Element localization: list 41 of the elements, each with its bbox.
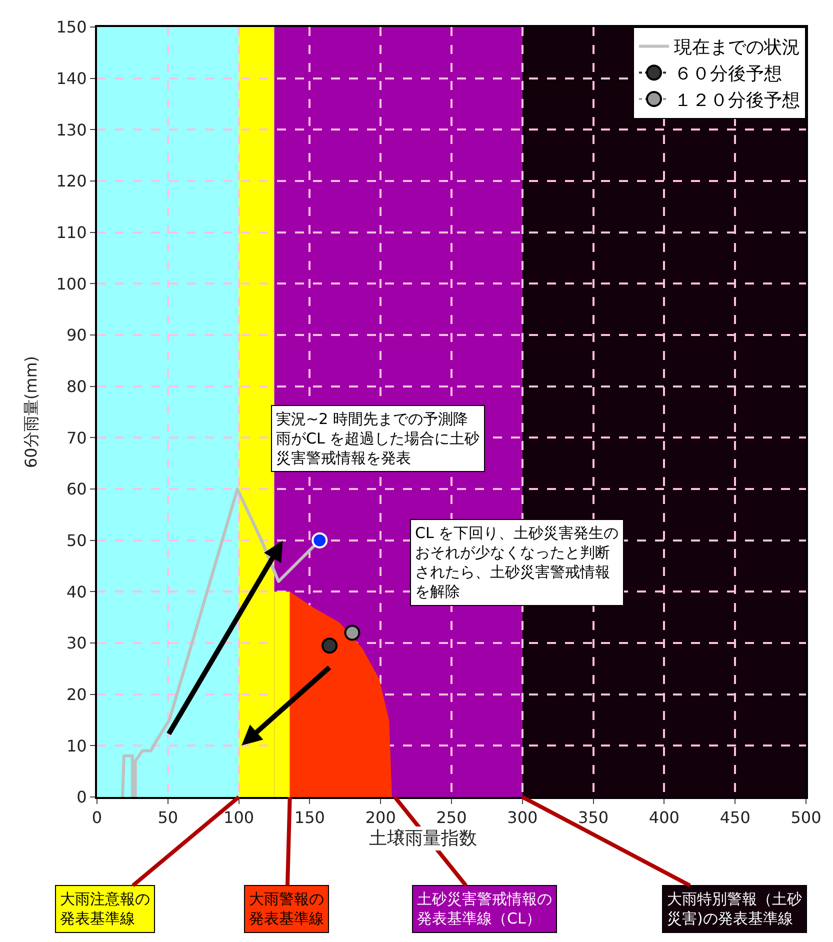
legend-label: １２０分後予想 <box>674 90 800 112</box>
annotation: CL を下回り、土砂災害発生のおそれが少なくなったと判断されたら、土砂災害警戒情報を解除 <box>415 524 619 600</box>
y-tick-label: 70 <box>66 428 87 448</box>
x-tick-label: 400 <box>648 808 680 828</box>
y-tick-label: 120 <box>56 172 87 191</box>
x-tick-label: 300 <box>507 808 538 828</box>
y-tick-label: 110 <box>56 222 87 242</box>
y-tick-label: 50 <box>66 530 87 550</box>
y-tick-label: 30 <box>66 634 87 653</box>
y-tick-label: 0 <box>76 788 87 807</box>
y-tick-label: 40 <box>66 582 87 602</box>
annotation: 大雨警報の発表基準線 <box>249 890 324 928</box>
legend-label: ６０分後予想 <box>674 64 782 85</box>
point <box>312 532 328 548</box>
annotation: 土砂災害警戒情報の発表基準線（CL） <box>417 890 552 928</box>
y-tick-label: 150 <box>56 18 87 37</box>
x-tick-label: 200 <box>365 808 396 828</box>
x-tick-label: 500 <box>790 808 822 828</box>
x-axis-title: 土壌雨量指数 <box>369 828 477 849</box>
y-tick-label: 140 <box>56 68 87 88</box>
annotation: 大雨特別警報（土砂災害)の発表基準線 <box>667 890 802 928</box>
y-tick-label: 60 <box>66 480 87 499</box>
x-tick-label: 50 <box>158 808 178 828</box>
y-tick-label: 130 <box>56 120 87 140</box>
point <box>344 624 360 641</box>
x-tick-label: 100 <box>224 808 254 828</box>
legend-label: 現在までの状況 <box>674 37 800 58</box>
annotation: 実況~2 時間先までの予測降雨がCL を超過した場合に土砂災害警戒情報を発表 <box>276 410 480 467</box>
x-tick-label: 150 <box>294 808 325 828</box>
point <box>322 638 338 654</box>
y-tick-label: 100 <box>56 274 87 294</box>
x-tick-label: 350 <box>578 808 609 828</box>
annotation: 大雨注意報の発表基準線 <box>60 890 150 928</box>
x-tick-label: 250 <box>436 808 467 828</box>
y-tick-label: 20 <box>66 684 87 704</box>
y-axis-title: 60分雨量(mm) <box>22 356 41 468</box>
x-tick-label: 450 <box>720 808 750 828</box>
y-tick-label: 10 <box>66 736 87 756</box>
y-tick-label: 90 <box>66 326 87 345</box>
x-tick-label: 0 <box>92 808 102 828</box>
y-tick-label: 80 <box>66 376 87 396</box>
